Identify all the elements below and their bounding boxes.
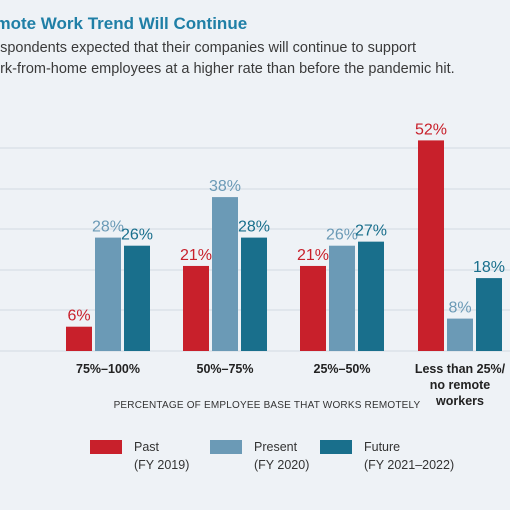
category-label-3: no remote bbox=[430, 378, 490, 392]
legend-label-past: Past bbox=[134, 440, 160, 454]
value-label-present-0: 28% bbox=[92, 219, 124, 236]
value-label-present-1: 38% bbox=[209, 178, 241, 195]
chart-subtitle: espondents expected that their companies… bbox=[0, 38, 510, 80]
legend-swatch-future bbox=[320, 440, 352, 454]
category-label-1: 50%–75% bbox=[197, 362, 254, 376]
bar-future-1 bbox=[241, 237, 267, 351]
value-label-future-3: 18% bbox=[473, 259, 505, 276]
value-label-present-3: 8% bbox=[448, 300, 471, 317]
bar-past-2 bbox=[300, 265, 326, 351]
chart-title: emote Work Trend Will Continue bbox=[0, 14, 248, 33]
value-label-past-2: 21% bbox=[297, 247, 329, 264]
bar-present-3 bbox=[447, 318, 473, 351]
value-label-past-0: 6% bbox=[67, 308, 90, 325]
subtitle-line-2: ork-from-home employees at a higher rate… bbox=[0, 61, 455, 77]
category-label-0: 75%–100% bbox=[76, 362, 140, 376]
bar-past-0 bbox=[66, 326, 92, 351]
legend-sub-past: (FY 2019) bbox=[134, 458, 190, 472]
bar-future-3 bbox=[476, 278, 502, 351]
value-label-future-1: 28% bbox=[238, 219, 270, 236]
bar-present-1 bbox=[212, 197, 238, 351]
legend-item-future: Future (FY 2021–2022) bbox=[320, 438, 454, 474]
legend-sub-future: (FY 2021–2022) bbox=[364, 458, 455, 472]
legend-label-present: Present bbox=[254, 440, 298, 454]
subtitle-line-1: espondents expected that their companies… bbox=[0, 40, 416, 56]
bar-future-0 bbox=[124, 245, 150, 351]
legend: Past (FY 2019) Present (FY 2020) Future … bbox=[90, 438, 490, 478]
value-label-past-3: 52% bbox=[415, 121, 447, 138]
bar-past-3 bbox=[418, 140, 444, 351]
value-label-future-2: 27% bbox=[355, 223, 387, 240]
legend-item-present: Present (FY 2020) bbox=[210, 438, 309, 474]
category-label-3: workers bbox=[435, 394, 484, 408]
category-label-2: 25%–50% bbox=[314, 362, 371, 376]
bar-future-2 bbox=[358, 241, 384, 351]
legend-swatch-past bbox=[90, 440, 122, 454]
legend-sub-present: (FY 2020) bbox=[254, 458, 310, 472]
legend-swatch-present bbox=[210, 440, 242, 454]
x-axis-title: PERCENTAGE OF EMPLOYEE BASE THAT WORKS R… bbox=[114, 400, 421, 411]
bar-present-2 bbox=[329, 245, 355, 351]
legend-label-future: Future bbox=[364, 440, 401, 454]
category-label-3: Less than 25%/ bbox=[415, 362, 506, 376]
value-label-present-2: 26% bbox=[326, 227, 358, 244]
legend-item-past: Past (FY 2019) bbox=[90, 438, 189, 474]
bar-present-0 bbox=[95, 237, 121, 351]
value-label-past-1: 21% bbox=[180, 247, 212, 264]
bar-past-1 bbox=[183, 265, 209, 351]
bar-chart: 6%21% 21%52%28%38%26%8%26% 28% 27%18%75%–10… bbox=[0, 121, 510, 411]
value-label-future-0: 26% bbox=[121, 227, 153, 244]
